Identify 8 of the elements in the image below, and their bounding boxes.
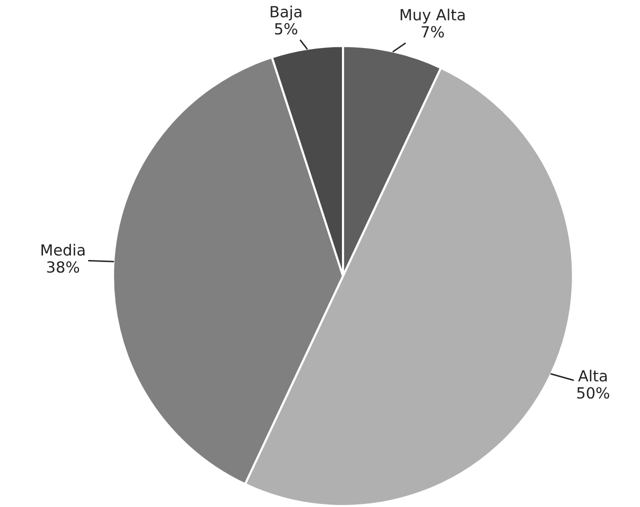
- data-label: 7%: [422, 26, 444, 38]
- slice-label: Baja: [270, 6, 302, 20]
- data-label: 50%: [577, 387, 610, 399]
- slice-label: Alta: [578, 370, 607, 382]
- slice-label: Muy Alta: [400, 8, 465, 24]
- data-label: 5%: [275, 23, 298, 35]
- slice-label: Media: [42, 244, 85, 256]
- data-label: 38%: [47, 261, 80, 273]
